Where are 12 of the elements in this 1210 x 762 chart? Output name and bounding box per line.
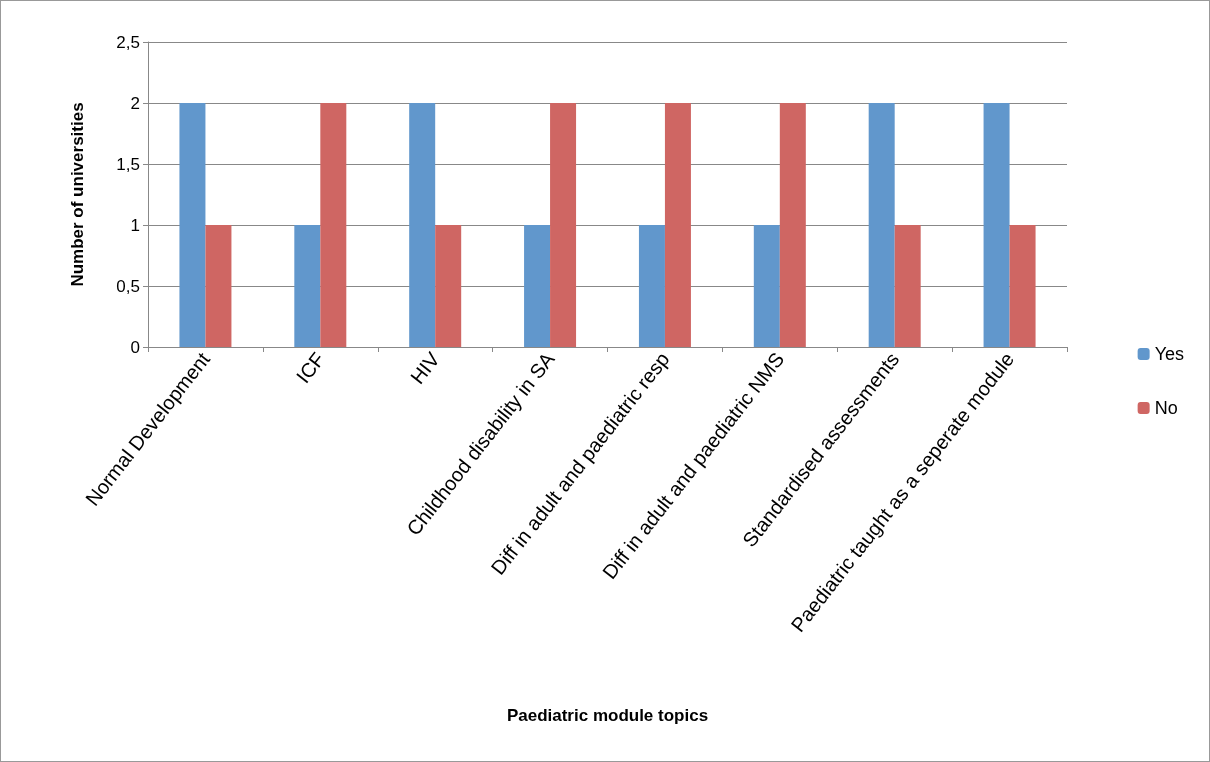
y-tick-label: 1	[130, 215, 140, 235]
legend-label: No	[1154, 398, 1178, 418]
x-tick-label: HIV	[405, 347, 445, 389]
y-tick-label: 1,5	[116, 154, 140, 174]
x-axis-title: Paediatric module topics	[506, 706, 709, 725]
y-tick-label: 2,5	[116, 32, 140, 52]
y-tick-label: 0	[130, 337, 140, 357]
legend-label: Yes	[1154, 344, 1185, 364]
y-axis-title: Number of universities	[68, 102, 87, 287]
y-tick-label: 2	[130, 93, 140, 113]
x-tick-label: ICF	[291, 348, 329, 388]
y-tick-label: 0,5	[116, 276, 140, 296]
